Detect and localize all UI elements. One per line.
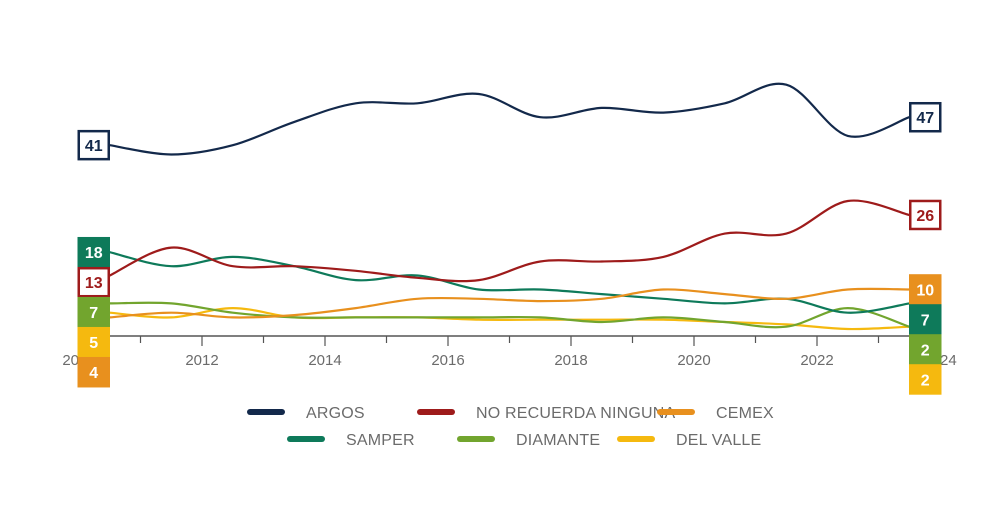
value-label-start-cemex: 4	[77, 356, 110, 388]
legend-item-no-recuerda-ninguna: NO RECUERDA NINGUNA	[417, 405, 676, 422]
value-label-box	[77, 326, 110, 358]
x-tick-label: 2018	[554, 352, 587, 369]
value-label-box	[909, 199, 942, 231]
value-label-end-diamante: 2	[909, 334, 942, 365]
value-label-box	[77, 356, 110, 388]
value-label-text: 7	[89, 305, 98, 322]
value-label-start-del-valle: 5	[77, 326, 110, 358]
x-tick-label: 2022	[800, 352, 833, 369]
x-tick-label: 2014	[308, 352, 341, 369]
value-label-box	[909, 274, 942, 305]
value-label-end-del-valle: 2	[909, 364, 942, 395]
value-labels: 41 18 13 7 5 4 47 26 10 7 2 2	[77, 101, 942, 395]
series-line-cemex	[108, 287, 911, 319]
value-label-start-samper: 18	[77, 236, 110, 268]
value-label-end-samper: 7	[909, 304, 942, 335]
value-label-text: 7	[921, 312, 930, 329]
x-tick-label: 2016	[431, 352, 464, 369]
value-label-text: 5	[89, 335, 98, 352]
legend-label: DIAMANTE	[516, 432, 600, 449]
value-label-text: 47	[916, 110, 934, 127]
value-label-box	[77, 236, 110, 268]
legend-item-argos: ARGOS	[247, 405, 365, 422]
value-label-text: 18	[85, 245, 103, 262]
value-label-text: 4	[89, 365, 98, 382]
x-axis: 20102012201420162018202020222024	[62, 335, 957, 369]
value-label-box	[909, 334, 942, 365]
legend-label: DEL VALLE	[676, 432, 761, 449]
value-label-text: 26	[916, 208, 934, 225]
series-line-diamante	[108, 301, 911, 329]
legend-item-samper: SAMPER	[287, 432, 415, 449]
legend-label: SAMPER	[346, 432, 415, 449]
value-label-box	[77, 296, 110, 328]
value-label-end-cemex: 10	[909, 274, 942, 305]
x-tick-label: 2012	[185, 352, 218, 369]
value-label-end-argos: 47	[909, 101, 942, 133]
legend: ARGOS NO RECUERDA NINGUNA CEMEX SAMPER DIAMA…	[247, 405, 774, 449]
value-label-start-no-recuerda-ninguna: 13	[77, 266, 110, 298]
legend-label: NO RECUERDA NINGUNA	[476, 405, 676, 422]
value-label-box	[909, 101, 942, 133]
series-line-no-recuerda-ninguna	[108, 199, 911, 283]
legend-item-cemex: CEMEX	[657, 405, 774, 422]
series-layer	[108, 82, 911, 331]
legend-item-del-valle: DEL VALLE	[617, 432, 761, 449]
value-label-box	[77, 129, 110, 161]
value-label-start-argos: 41	[77, 129, 110, 161]
series-line-samper	[108, 251, 911, 314]
value-label-start-diamante: 7	[77, 296, 110, 328]
value-label-text: 13	[85, 275, 103, 292]
series-line-argos	[108, 82, 911, 156]
series-line-del-valle	[108, 306, 911, 331]
value-label-box	[909, 364, 942, 395]
value-label-box	[909, 304, 942, 335]
legend-label: ARGOS	[306, 405, 365, 422]
value-label-box	[77, 266, 110, 298]
legend-label: CEMEX	[716, 405, 774, 422]
legend-item-diamante: DIAMANTE	[457, 432, 600, 449]
value-label-text: 2	[921, 372, 930, 389]
value-label-text: 41	[85, 138, 103, 155]
x-tick-label: 2020	[677, 352, 710, 369]
value-label-text: 10	[916, 282, 934, 299]
value-label-end-no-recuerda-ninguna: 26	[909, 199, 942, 231]
value-label-text: 2	[921, 342, 930, 359]
